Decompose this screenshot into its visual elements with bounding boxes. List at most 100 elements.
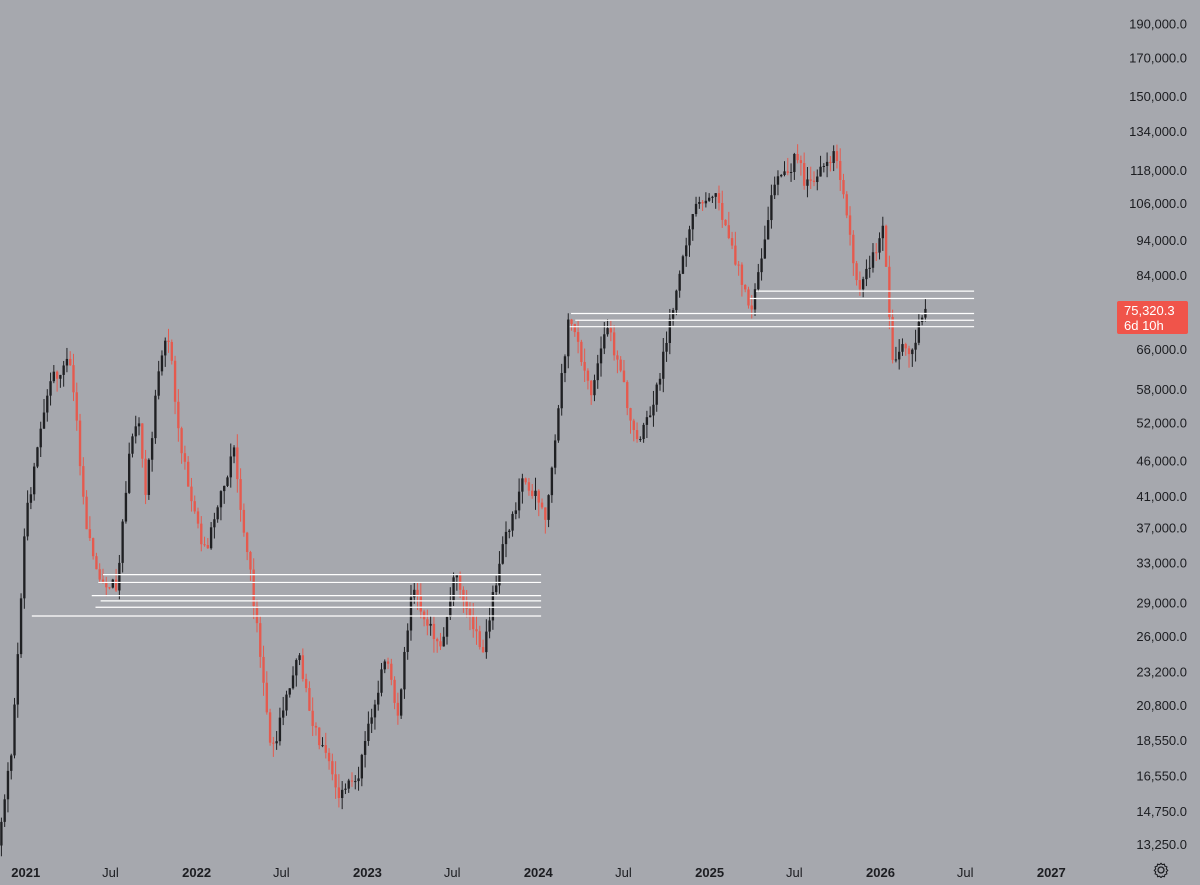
candle (75, 382, 78, 431)
candle (314, 722, 318, 736)
time-tick-label: 2026 (866, 865, 895, 880)
candle-body (39, 428, 42, 448)
candle (822, 163, 826, 173)
candle-body (475, 629, 478, 632)
candle-body (62, 365, 65, 375)
time-tick-label: Jul (444, 865, 461, 880)
candle-body (478, 631, 481, 648)
candle-body (884, 225, 888, 267)
candle (282, 696, 285, 726)
candle-body (403, 651, 406, 690)
candle-body (773, 184, 776, 196)
candle (46, 389, 49, 422)
candle (780, 174, 783, 178)
candle-body (206, 545, 210, 549)
time-tick-label: 2024 (524, 865, 554, 880)
time-tick-label: Jul (615, 865, 632, 880)
candle-body (301, 655, 305, 679)
candle (701, 200, 704, 212)
candle-body (573, 324, 576, 333)
candle (845, 191, 848, 219)
price-tick-label: 84,000.0 (1136, 268, 1187, 283)
candle (848, 206, 852, 246)
candle (462, 586, 465, 613)
candle (32, 462, 36, 501)
candle-body (29, 494, 33, 503)
candle (295, 658, 298, 687)
candle (23, 528, 26, 609)
candle-body (911, 349, 914, 355)
candle-body (612, 332, 616, 356)
candle (406, 623, 409, 660)
candle-body (157, 371, 160, 396)
candle (26, 490, 29, 541)
candle-body (711, 196, 714, 198)
candle (403, 646, 406, 699)
candle (547, 494, 550, 528)
candle-body (799, 160, 803, 164)
candle (514, 502, 518, 520)
candle-body (839, 161, 842, 181)
time-tick-label: 2021 (11, 865, 40, 880)
settings-gear-icon[interactable] (1153, 862, 1169, 878)
candle-body (553, 440, 557, 468)
candle-body (744, 284, 747, 290)
candle (160, 350, 164, 376)
candle (6, 762, 10, 813)
candle-body (164, 340, 167, 356)
price-axis[interactable]: 190,000.0 170,000.0 150,000.0 134,000.0 118,… (1129, 16, 1187, 852)
candle (806, 166, 809, 198)
candle-body (203, 544, 206, 546)
candle (39, 421, 42, 458)
candle (737, 260, 740, 276)
candle (560, 363, 563, 416)
candle-body (685, 245, 688, 257)
candle-body (183, 453, 187, 462)
candle (167, 328, 170, 353)
candle (825, 152, 829, 178)
candle-body (835, 151, 839, 162)
time-axis[interactable]: 2021 Jul 2022 Jul 2023 Jul 2024 Jul 2025 Jul 2026 J… (11, 865, 1065, 880)
candle-body (108, 587, 111, 589)
candle (776, 170, 780, 196)
candle (835, 144, 839, 169)
price-tick-label: 190,000.0 (1129, 16, 1187, 31)
candle-body (0, 821, 3, 846)
candle (318, 727, 321, 750)
candle (635, 422, 639, 443)
candle (907, 345, 911, 368)
candle (399, 688, 403, 719)
candle (308, 681, 311, 712)
candle-body (501, 544, 504, 564)
candle (121, 519, 124, 573)
candle (816, 169, 819, 191)
candle (413, 582, 416, 604)
candle (19, 593, 23, 658)
candle (472, 602, 475, 638)
candle-body (668, 318, 672, 343)
candle-body (383, 661, 386, 670)
candle (829, 156, 832, 172)
candle (557, 404, 560, 443)
candle (671, 307, 675, 326)
candle (740, 262, 744, 297)
candle-body (842, 180, 845, 195)
candle (858, 271, 862, 296)
candle (436, 637, 439, 653)
candle (301, 648, 305, 682)
candle-body (455, 574, 459, 578)
candle-body (354, 781, 357, 783)
candle (698, 196, 701, 209)
candle-body (219, 491, 223, 508)
candle (612, 325, 616, 361)
candle-body (557, 408, 560, 441)
candle (393, 676, 396, 710)
candle-body (265, 682, 268, 713)
price-tick-label: 26,000.0 (1136, 629, 1187, 644)
candle-body (59, 374, 62, 379)
candle (570, 318, 573, 331)
candle-body (855, 263, 858, 281)
candle (531, 483, 534, 499)
